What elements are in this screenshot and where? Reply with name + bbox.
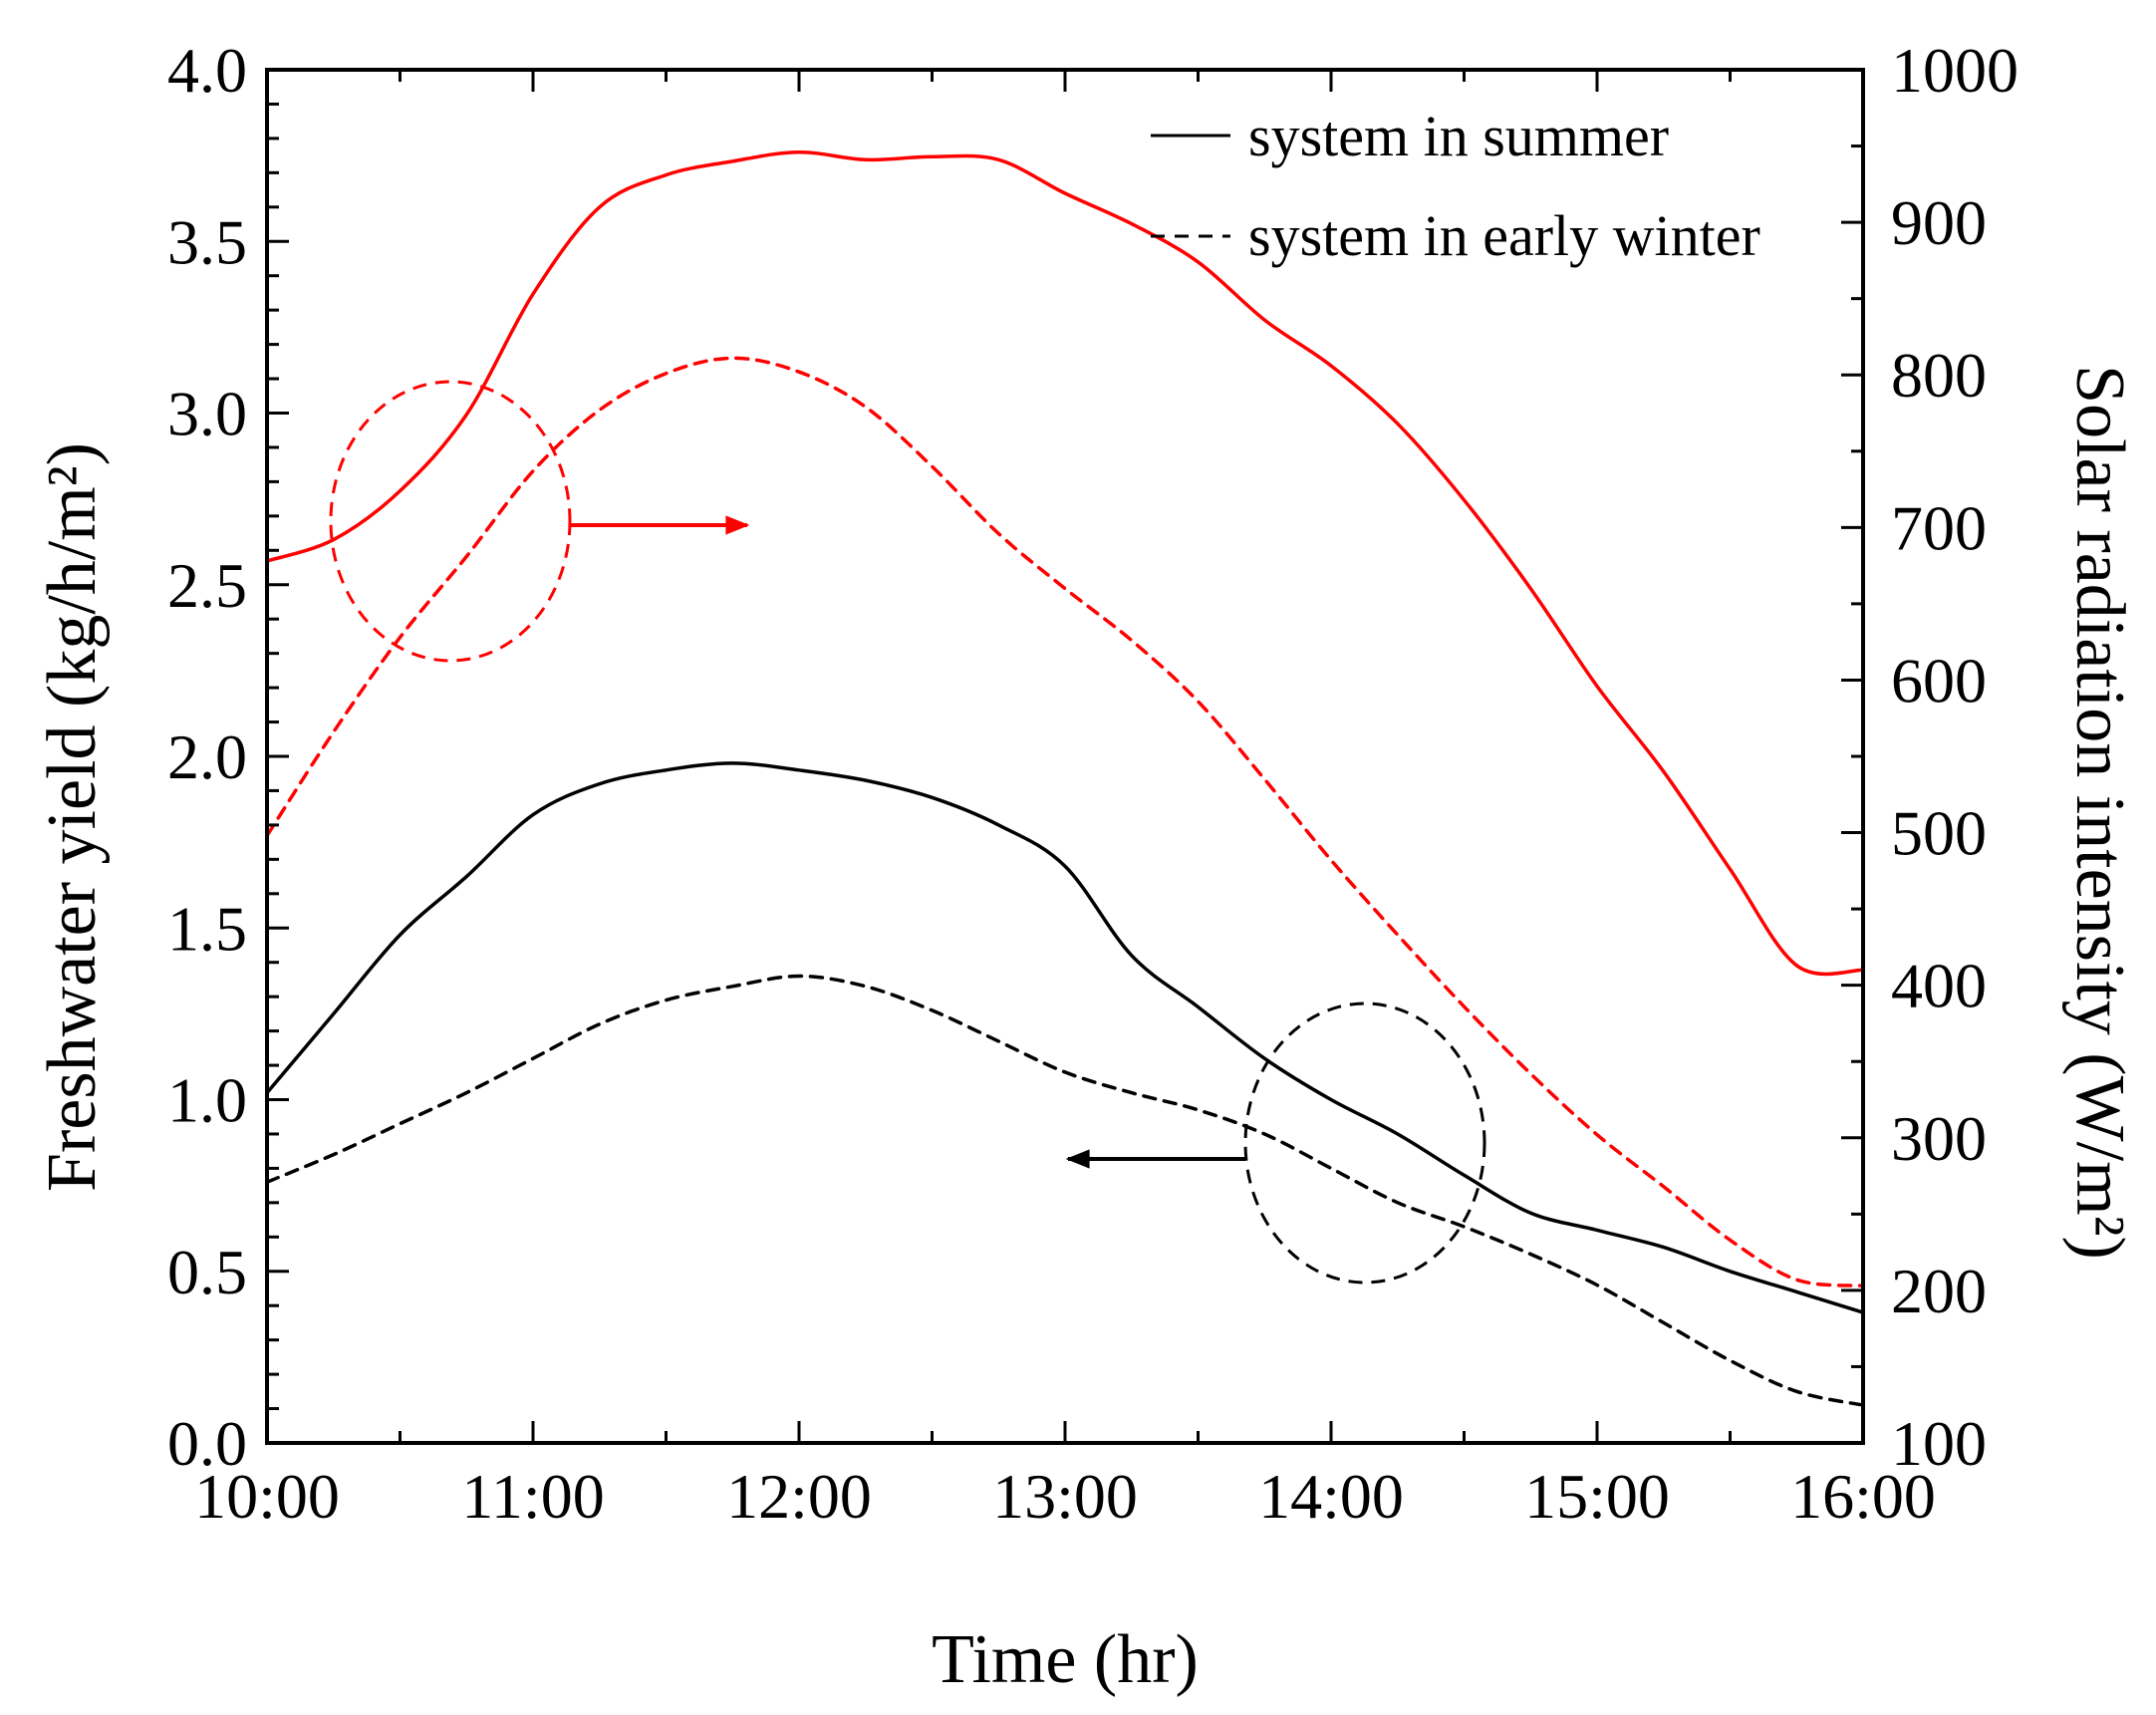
series-summer-radiation [265,149,1865,977]
y-left-tick-label: 2.5 [167,550,247,621]
y-right-tick-label: 900 [1891,187,1987,258]
legend-label-summer: system in summer [1248,104,1669,168]
x-tick-label: 13:00 [992,1461,1138,1532]
axes-layer: 10:00 11:00 12:00 13:00 14:00 15:00 16:00 0.0 0.… [167,35,2019,1532]
y-right-tick-label: 1000 [1891,35,2019,106]
y-left-tick-label: 3.5 [167,206,247,277]
x-axis-title: Time (hr) [932,1621,1199,1698]
legend: system in summer system in early winter [1151,104,1760,268]
y-left-tick-label: 0.5 [167,1237,247,1307]
y-right-tick-label: 300 [1891,1103,1987,1174]
y-left-tick-label: 1.5 [167,893,247,964]
y-left-tick-label: 4.0 [167,35,247,106]
y-right-tick-label: 400 [1891,951,1987,1021]
yield-circle [1243,1001,1486,1285]
legend-label-winter: system in early winter [1248,203,1760,268]
y-left-tick-label: 1.0 [167,1065,247,1136]
y-axis-title-right: Solar radiation intensity (W/m²) [2061,365,2138,1260]
y-right-tick-label: 500 [1891,798,1987,869]
radiation-circle [329,380,572,663]
x-tick-label: 11:00 [461,1461,604,1532]
x-tick-label: 12:00 [726,1461,872,1532]
y-right-tick-label: 200 [1891,1256,1987,1326]
series-summer-yield [265,761,1865,1314]
series-layer [265,149,1865,1407]
y-right-tick-label: 100 [1891,1408,1987,1479]
y-left-tick-label: 3.0 [167,379,247,449]
y-axis-title-left: Freshwater yield (kg/h/m²) [34,442,111,1192]
x-tick-label: 16:00 [1790,1461,1936,1532]
x-tick-label: 15:00 [1524,1461,1670,1532]
x-tick-label: 14:00 [1258,1461,1404,1532]
y-left-tick-label: 0.0 [167,1408,247,1479]
series-winter-yield [265,974,1865,1407]
y-right-tick-label: 800 [1891,340,1987,411]
y-right-tick-label: 600 [1891,645,1987,715]
y-right-tick-label: 700 [1891,492,1987,563]
y-left-tick-label: 2.0 [167,721,247,792]
series-winter-radiation [265,356,1865,1288]
x-tick-label: 10:00 [194,1461,340,1532]
annotation-layer [329,380,1486,1285]
